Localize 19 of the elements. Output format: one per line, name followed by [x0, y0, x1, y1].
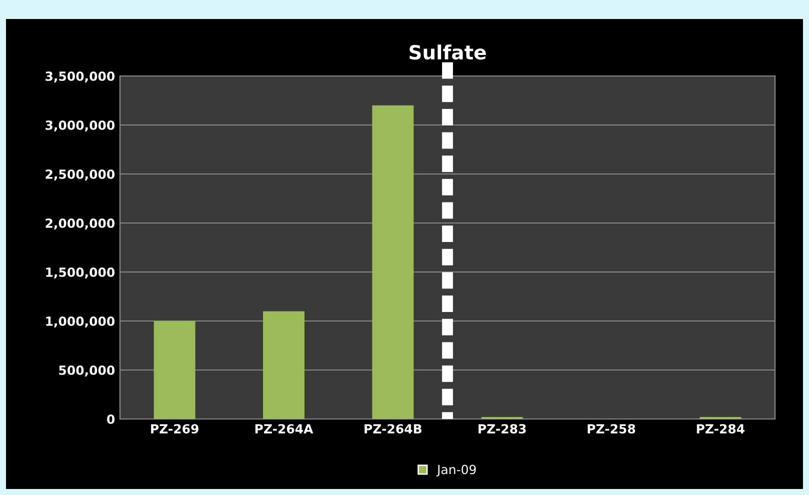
- x-tick-label: PZ-269: [151, 424, 198, 434]
- y-tick-label: 2,500,000: [46, 169, 115, 181]
- y-tick-label: 1,000,000: [46, 316, 115, 328]
- x-tick-label: PZ-283: [478, 424, 526, 434]
- bar: [154, 321, 196, 419]
- bar: [372, 105, 414, 419]
- y-tick-label: 0: [107, 414, 115, 424]
- x-tick-label: PZ-264B: [364, 424, 422, 434]
- bar: [263, 311, 304, 419]
- x-tick-label: PZ-284: [696, 424, 744, 434]
- x-tick-label: PZ-258: [588, 424, 636, 434]
- y-tick-label: 3,000,000: [46, 120, 115, 132]
- legend-label: Jan-09: [436, 464, 476, 477]
- y-tick-label: 3,500,000: [46, 71, 115, 83]
- chart-title: Sulfate: [410, 44, 486, 60]
- y-tick-label: 500,000: [59, 365, 115, 377]
- x-tick-label: PZ-264A: [255, 424, 314, 434]
- y-tick-label: 2,000,000: [46, 218, 115, 230]
- y-tick-label: 1,500,000: [46, 267, 115, 279]
